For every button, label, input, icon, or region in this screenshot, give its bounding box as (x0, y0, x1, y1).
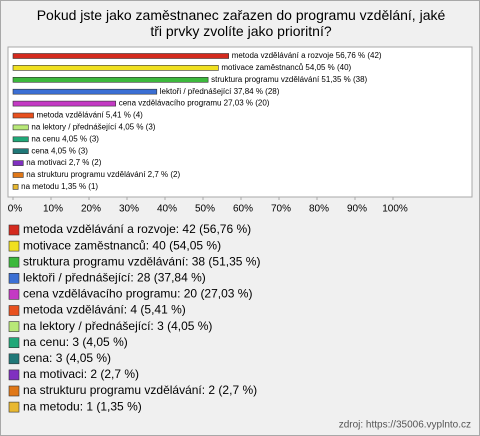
bar-label: motivace zaměstnanců 54,05 % (40) (221, 63, 351, 72)
x-tick-label: 0% (8, 204, 23, 215)
legend-label: lektoři / přednášející: 28 (37,84 %) (23, 270, 206, 284)
legend-swatch (8, 289, 20, 300)
bar-label: cena vzdělávacího programu 27,03 % (20) (119, 99, 270, 108)
bar (12, 172, 24, 178)
bar (12, 184, 19, 190)
bar (12, 124, 29, 131)
plot-area (7, 46, 473, 198)
legend-label: na metodu: 1 (1,35 %) (23, 399, 142, 413)
legend-swatch (8, 401, 20, 413)
legend-label: metoda vzdělávání: 4 (5,41 %) (23, 303, 186, 317)
bar (12, 100, 117, 107)
legend-label: na cenu: 3 (4,05 %) (23, 335, 128, 349)
legend-swatch (8, 353, 20, 365)
legend-swatch (8, 321, 20, 332)
legend-label: na lektory / přednášející: 3 (4,05 %) (23, 319, 212, 333)
legend-swatch (8, 256, 20, 268)
bar-label: metoda vzdělávání 5,41 % (4) (37, 111, 144, 120)
bar-label: na strukturu programu vzdělávání 2,7 % (… (26, 170, 180, 179)
legend-label: na motivaci: 2 (2,7 %) (23, 367, 139, 381)
bar-label: lektoři / přednášející 37,84 % (28) (160, 87, 280, 96)
x-tick-label: 100% (382, 204, 408, 215)
legend-label: motivace zaměstnanců: 40 (54,05 %) (23, 238, 221, 252)
legend-swatch (8, 305, 20, 316)
bar-label: na metodu 1,35 % (1) (21, 182, 98, 191)
bar (12, 160, 24, 166)
x-tick-label: 40% (157, 204, 177, 215)
legend-swatch (8, 240, 20, 252)
legend-swatch (8, 385, 20, 397)
source: zdroj: https://35006.vyplnto.cz (339, 420, 471, 431)
x-tick-label: 70% (271, 204, 291, 215)
x-tick-label: 50% (195, 204, 215, 215)
bar (12, 136, 29, 143)
legend-swatch (8, 272, 20, 284)
x-tick-label: 20% (81, 204, 101, 215)
x-tick-label: 10% (43, 204, 63, 215)
x-tick-label: 60% (233, 204, 253, 215)
bar-label: na cenu 4,05 % (3) (31, 134, 99, 143)
x-tick-label: 90% (347, 204, 367, 215)
bar (12, 77, 209, 83)
bar (12, 88, 158, 95)
bar-label: metoda vzdělávání a rozvoje 56,76 % (42) (232, 51, 382, 60)
legend-swatch (8, 224, 20, 236)
legend-label: metoda vzdělávání a rozvoje: 42 (56,76 %… (23, 222, 251, 236)
bar (12, 112, 34, 119)
legend-swatch (8, 337, 20, 349)
bar-label: na motivaci 2,7 % (2) (26, 158, 101, 167)
chart-title: Pokud jste jako zaměstnanec zařazen do p… (36, 7, 446, 39)
bar-label: na lektory / přednášející 4,05 % (3) (31, 123, 155, 132)
bar-label: struktura programu vzdělávání 51,35 % (3… (211, 75, 367, 84)
legend-label: cena vzdělávacího programu: 20 (27,03 %) (23, 287, 252, 301)
bar (12, 53, 229, 59)
legend-label: na strukturu programu vzdělávání: 2 (2,7… (23, 383, 257, 397)
bar (12, 65, 219, 71)
x-tick-label: 80% (309, 204, 329, 215)
legend-label: cena: 3 (4,05 %) (23, 351, 111, 365)
bar-label: cena 4,05 % (3) (31, 146, 88, 155)
legend-label: struktura programu vzdělávání: 38 (51,35… (23, 254, 260, 268)
bar (12, 148, 29, 154)
legend-swatch (8, 369, 20, 381)
x-tick-label: 30% (119, 204, 139, 215)
